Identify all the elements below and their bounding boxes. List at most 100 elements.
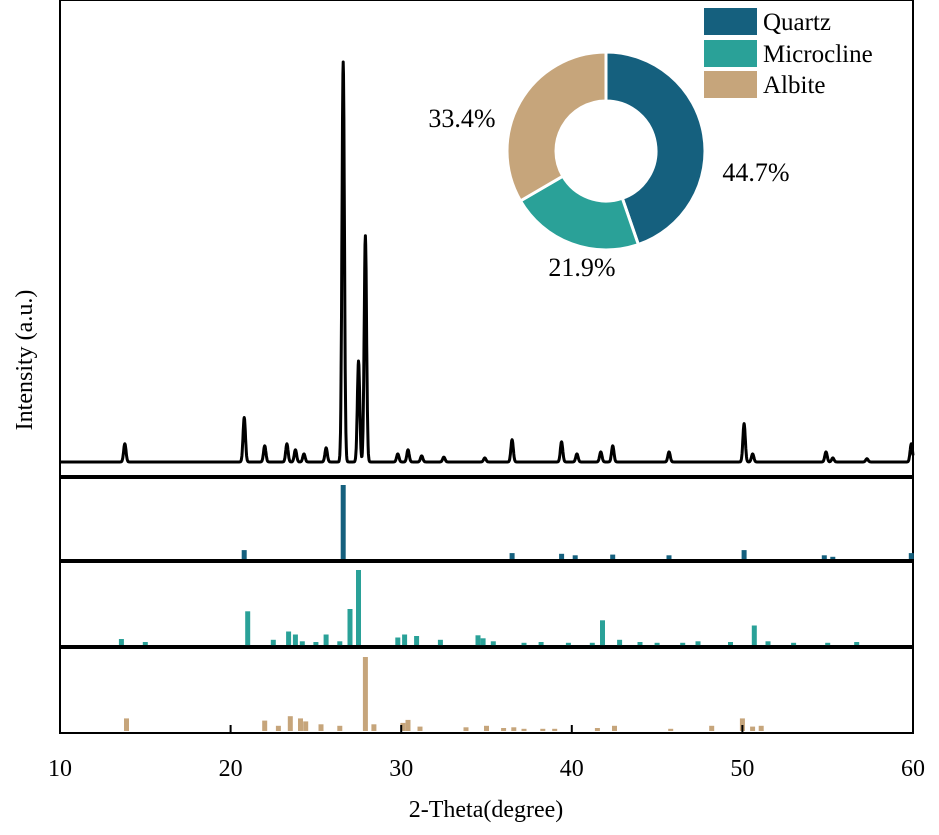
albite-stick (124, 718, 129, 731)
quartz-stick (741, 550, 747, 559)
albite-stick (668, 728, 674, 731)
microcline-stick (323, 634, 329, 645)
microcline-stick (637, 642, 643, 645)
microcline-stick (765, 641, 771, 646)
albite-stick (511, 727, 517, 731)
microcline-stick (654, 642, 660, 646)
microcline-stick (437, 639, 443, 646)
x-axis-ticks: 10 20 30 40 50 60 (48, 725, 925, 782)
albite-stick (400, 722, 406, 731)
albite-stick (463, 727, 469, 731)
quartz-reference-sticks (241, 485, 914, 559)
quartz-stick (821, 555, 827, 559)
microcline-stick (356, 570, 361, 645)
microcline-reference-sticks (118, 570, 860, 646)
quartz-stick (666, 555, 672, 559)
microcline-stick (680, 642, 686, 646)
albite-stick (371, 724, 377, 731)
albite-stick (417, 726, 423, 731)
microcline-stick (313, 642, 319, 645)
quartz-stick (241, 550, 247, 559)
microcline-stick (245, 611, 251, 646)
legend-label: Microcline (763, 41, 873, 68)
microcline-stick (286, 631, 292, 645)
x-tick-label: 30 (389, 756, 413, 782)
microcline-stick (728, 642, 733, 645)
x-tick-label: 40 (560, 756, 584, 782)
microcline-stick (142, 642, 148, 645)
donut-percent-label: 33.4% (428, 104, 495, 133)
microcline-stick (825, 642, 831, 646)
quartz-stick (509, 553, 515, 559)
donut-slice-albite (505, 50, 608, 203)
albite-stick (758, 725, 764, 731)
albite-stick (298, 718, 303, 731)
legend-label: Albite (763, 72, 826, 99)
albite-stick (501, 728, 507, 731)
microcline-stick (521, 642, 527, 646)
albite-stick (262, 720, 268, 731)
albite-stick (521, 728, 527, 731)
microcline-stick (270, 639, 276, 646)
donut-slice-microcline (518, 174, 641, 252)
legend-swatch (704, 71, 757, 98)
albite-stick (612, 725, 617, 731)
donut-percent-label: 44.7% (722, 158, 789, 187)
x-axis-label: 2-Theta(degree) (409, 797, 564, 823)
microcline-stick (337, 641, 343, 646)
microcline-stick (347, 609, 353, 645)
microcline-stick (118, 639, 124, 645)
donut-percent-label: 21.9% (548, 253, 615, 282)
albite-stick (405, 719, 411, 731)
microcline-stick (751, 625, 757, 645)
x-tick-label: 20 (219, 756, 243, 782)
albite-stick (739, 718, 745, 731)
donut-slice-quartz (604, 50, 707, 247)
x-tick-label: 50 (730, 756, 754, 782)
microcline-stick (490, 641, 496, 646)
phase-donut-chart: 44.7% 21.9% 33.4% (428, 50, 790, 282)
albite-panel-frame (59, 646, 914, 734)
xrd-pattern-line (58, 60, 915, 464)
microcline-stick (617, 639, 623, 646)
albite-stick (275, 725, 281, 731)
legend-swatch (704, 40, 757, 67)
x-tick-label: 10 (48, 756, 72, 782)
quartz-panel-frame (59, 476, 914, 562)
albite-stick (337, 725, 343, 731)
quartz-stick (572, 555, 578, 559)
albite-stick (594, 728, 600, 731)
albite-stick (484, 725, 489, 731)
y-axis-label: Intensity (a.u.) (12, 290, 38, 431)
quartz-stick (340, 485, 346, 559)
microcline-stick (565, 642, 571, 646)
albite-stick (750, 726, 756, 731)
x-tick-label: 60 (901, 756, 925, 782)
albite-stick (362, 657, 368, 731)
microcline-stick (480, 638, 486, 646)
albite-stick (287, 716, 293, 731)
quartz-stick (908, 553, 914, 559)
quartz-stick (830, 556, 836, 559)
microcline-stick (538, 642, 544, 645)
legend-label: Quartz (763, 9, 831, 36)
albite-reference-sticks (124, 657, 764, 731)
albite-stick (540, 728, 546, 731)
albite-stick (709, 725, 715, 731)
phase-legend: Quartz Microcline Albite (704, 8, 873, 99)
microcline-stick (600, 620, 605, 646)
microcline-stick (854, 642, 860, 645)
microcline-stick (791, 642, 797, 646)
albite-stick (303, 721, 309, 731)
microcline-stick (589, 642, 595, 646)
legend-swatch (704, 8, 757, 35)
quartz-stick (559, 553, 565, 559)
microcline-panel-frame (59, 560, 914, 648)
microcline-stick (395, 637, 401, 645)
microcline-stick (402, 634, 408, 645)
microcline-stick (695, 641, 701, 646)
albite-stick (552, 728, 558, 731)
microcline-stick (414, 636, 420, 645)
microcline-stick (292, 634, 298, 645)
